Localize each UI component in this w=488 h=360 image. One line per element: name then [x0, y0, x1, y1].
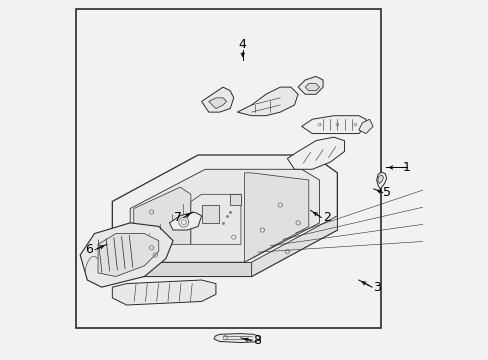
Polygon shape — [251, 216, 337, 276]
Polygon shape — [201, 87, 233, 112]
Polygon shape — [358, 119, 372, 134]
Polygon shape — [298, 76, 323, 94]
Polygon shape — [237, 87, 298, 116]
Polygon shape — [80, 223, 173, 287]
Polygon shape — [305, 84, 319, 91]
Text: 6: 6 — [85, 243, 93, 256]
Text: 4: 4 — [238, 38, 246, 51]
Text: 1: 1 — [402, 161, 410, 174]
Polygon shape — [377, 175, 383, 184]
Polygon shape — [137, 262, 251, 276]
Polygon shape — [244, 173, 308, 262]
Polygon shape — [112, 155, 337, 276]
Polygon shape — [201, 205, 219, 223]
Text: 7: 7 — [174, 211, 182, 224]
Polygon shape — [130, 169, 319, 262]
Text: 8: 8 — [252, 334, 261, 347]
Polygon shape — [169, 212, 201, 230]
Text: 2: 2 — [322, 211, 330, 224]
Polygon shape — [134, 187, 190, 244]
Polygon shape — [287, 137, 344, 169]
Polygon shape — [98, 234, 159, 276]
Polygon shape — [301, 116, 365, 134]
Polygon shape — [230, 194, 241, 205]
Polygon shape — [214, 334, 260, 342]
Polygon shape — [190, 194, 241, 244]
Polygon shape — [208, 98, 226, 109]
Polygon shape — [112, 280, 216, 305]
Polygon shape — [376, 172, 386, 189]
Text: 5: 5 — [383, 186, 390, 199]
Text: 3: 3 — [372, 281, 380, 294]
Bar — [76, 9, 381, 328]
